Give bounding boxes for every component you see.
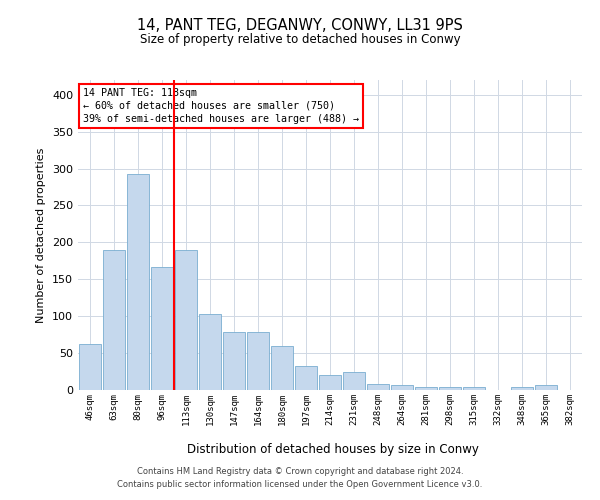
Text: Distribution of detached houses by size in Conwy: Distribution of detached houses by size … <box>187 442 479 456</box>
Bar <box>367 384 389 390</box>
Bar <box>391 385 413 390</box>
Bar <box>439 387 461 390</box>
Bar <box>127 174 149 390</box>
Bar <box>175 250 197 390</box>
Bar <box>223 332 245 390</box>
Bar <box>343 372 365 390</box>
Text: Contains HM Land Registry data © Crown copyright and database right 2024.: Contains HM Land Registry data © Crown c… <box>137 467 463 476</box>
Bar <box>415 387 437 390</box>
Bar <box>271 346 293 390</box>
Text: Contains public sector information licensed under the Open Government Licence v3: Contains public sector information licen… <box>118 480 482 489</box>
Text: Size of property relative to detached houses in Conwy: Size of property relative to detached ho… <box>140 32 460 46</box>
Bar <box>295 366 317 390</box>
Bar <box>79 344 101 390</box>
Bar <box>199 314 221 390</box>
Bar <box>151 266 173 390</box>
Bar <box>511 387 533 390</box>
Text: 14 PANT TEG: 118sqm
← 60% of detached houses are smaller (750)
39% of semi-detac: 14 PANT TEG: 118sqm ← 60% of detached ho… <box>83 88 359 124</box>
Bar <box>319 375 341 390</box>
Bar <box>103 250 125 390</box>
Bar <box>247 332 269 390</box>
Y-axis label: Number of detached properties: Number of detached properties <box>37 148 46 322</box>
Bar <box>535 385 557 390</box>
Text: 14, PANT TEG, DEGANWY, CONWY, LL31 9PS: 14, PANT TEG, DEGANWY, CONWY, LL31 9PS <box>137 18 463 32</box>
Bar <box>463 387 485 390</box>
